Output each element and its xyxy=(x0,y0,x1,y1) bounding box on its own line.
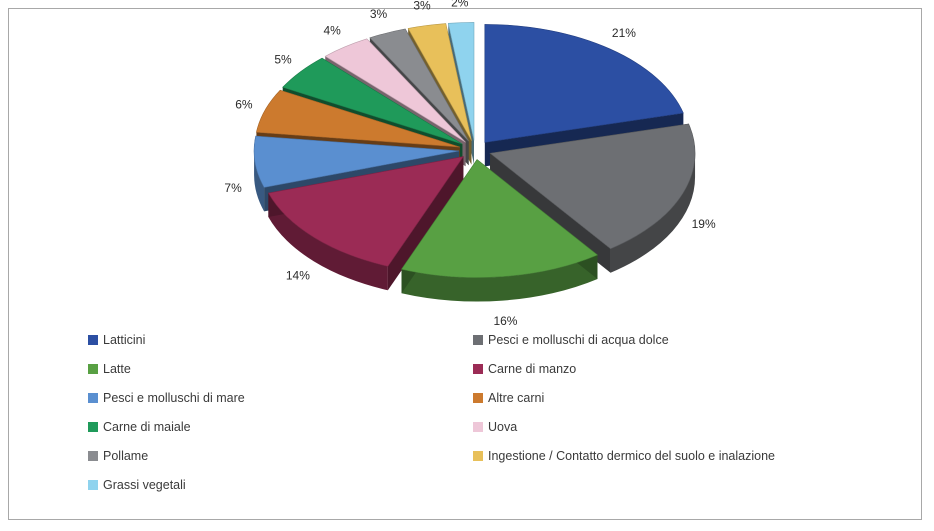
data-label-pesci-e-molluschi-di-acqua-dolce: 19% xyxy=(692,217,716,231)
legend-label: Grassi vegetali xyxy=(103,477,186,492)
legend-item-pollame: Pollame xyxy=(88,446,473,465)
data-label-pesci-e-molluschi-di-mare: 7% xyxy=(224,181,242,195)
legend-label: Carne di manzo xyxy=(488,361,577,376)
legend-item-ingestione-contatto-dermico-del-suolo-e-inalazione: Ingestione / Contatto dermico del suolo … xyxy=(473,446,888,465)
slice-pollame xyxy=(369,28,469,142)
legend-label: Pesci e molluschi di acqua dolce xyxy=(488,332,669,347)
data-label-altre-carni: 6% xyxy=(235,97,253,111)
legend-item-carne-di-manzo: Carne di manzo xyxy=(473,359,888,378)
legend-item-latticini: Latticini xyxy=(88,330,473,349)
legend-swatch xyxy=(88,450,98,461)
legend-swatch xyxy=(88,334,98,345)
legend-item-latte: Latte xyxy=(88,359,473,378)
legend-swatch xyxy=(473,392,483,403)
legend-item-pesci-e-molluschi-di-acqua-dolce: Pesci e molluschi di acqua dolce xyxy=(473,330,888,349)
slice-pesci-e-molluschi-di-acqua-dolce xyxy=(489,123,696,250)
slice-side-carne-di-manzo xyxy=(268,193,388,291)
legend-item-carne-di-maiale: Carne di maiale xyxy=(88,417,473,436)
slice-side-pesci-e-molluschi-di-acqua-dolce xyxy=(610,153,696,273)
slice-latte xyxy=(401,159,599,278)
legend-swatch xyxy=(88,392,98,403)
legend-swatch xyxy=(88,363,98,374)
slice-side-latte xyxy=(401,254,598,302)
legend-label: Carne di maiale xyxy=(103,419,191,434)
chart-legend: Latticini Pesci e molluschi di acqua dolc… xyxy=(88,330,888,494)
legend-label: Latte xyxy=(103,361,131,376)
legend-label: Altre carni xyxy=(488,390,545,405)
slice-uova xyxy=(324,38,466,143)
slice-grassi-vegetali xyxy=(447,22,475,141)
data-label-pollame: 3% xyxy=(370,7,388,21)
legend-item-altre-carni: Altre carni xyxy=(473,388,888,407)
slice-side-pesci-e-molluschi-di-mare xyxy=(254,150,265,212)
pie-labels-layer: 21% 19% 16% 14% 7% 6% 5% 4% 3% 3% 2% xyxy=(224,0,716,328)
legend-label: Ingestione / Contatto dermico del suolo … xyxy=(488,448,775,463)
legend-label: Pollame xyxy=(103,448,149,463)
slice-wall-carne-di-manzo-start xyxy=(387,156,464,291)
legend-swatch xyxy=(88,479,98,490)
data-label-latte: 16% xyxy=(493,314,517,328)
data-label-carne-di-manzo: 14% xyxy=(286,268,310,282)
data-label-carne-di-maiale: 5% xyxy=(274,52,292,66)
slice-pesci-e-molluschi-di-mare xyxy=(253,135,460,188)
legend-item-uova: Uova xyxy=(473,417,888,436)
data-label-grassi-vegetali: 2% xyxy=(451,0,469,9)
data-label-latticini: 21% xyxy=(612,26,636,40)
data-label-uova: 4% xyxy=(323,23,341,37)
legend-swatch xyxy=(473,450,483,461)
slice-ingestione-contatto-dermico-del-suolo-e-inalazione xyxy=(407,23,472,141)
legend-swatch xyxy=(88,421,98,432)
legend-swatch xyxy=(473,421,483,432)
legend-label: Uova xyxy=(488,419,518,434)
slice-latticini xyxy=(484,24,684,143)
slice-altre-carni xyxy=(256,89,460,148)
legend-item-grassi-vegetali: Grassi vegetali xyxy=(88,475,473,494)
slice-carne-di-manzo xyxy=(267,156,464,267)
pie-slices-layer xyxy=(253,22,696,278)
legend-item-pesci-e-molluschi-di-mare: Pesci e molluschi di mare xyxy=(88,388,473,407)
data-label-ingestione-contatto-dermico-del-suolo-e-inalazione: 3% xyxy=(413,0,431,13)
legend-swatch xyxy=(473,363,483,374)
legend-swatch xyxy=(473,334,483,345)
legend-label: Latticini xyxy=(103,332,146,347)
slice-carne-di-maiale xyxy=(282,57,463,145)
legend-label: Pesci e molluschi di mare xyxy=(103,390,245,405)
